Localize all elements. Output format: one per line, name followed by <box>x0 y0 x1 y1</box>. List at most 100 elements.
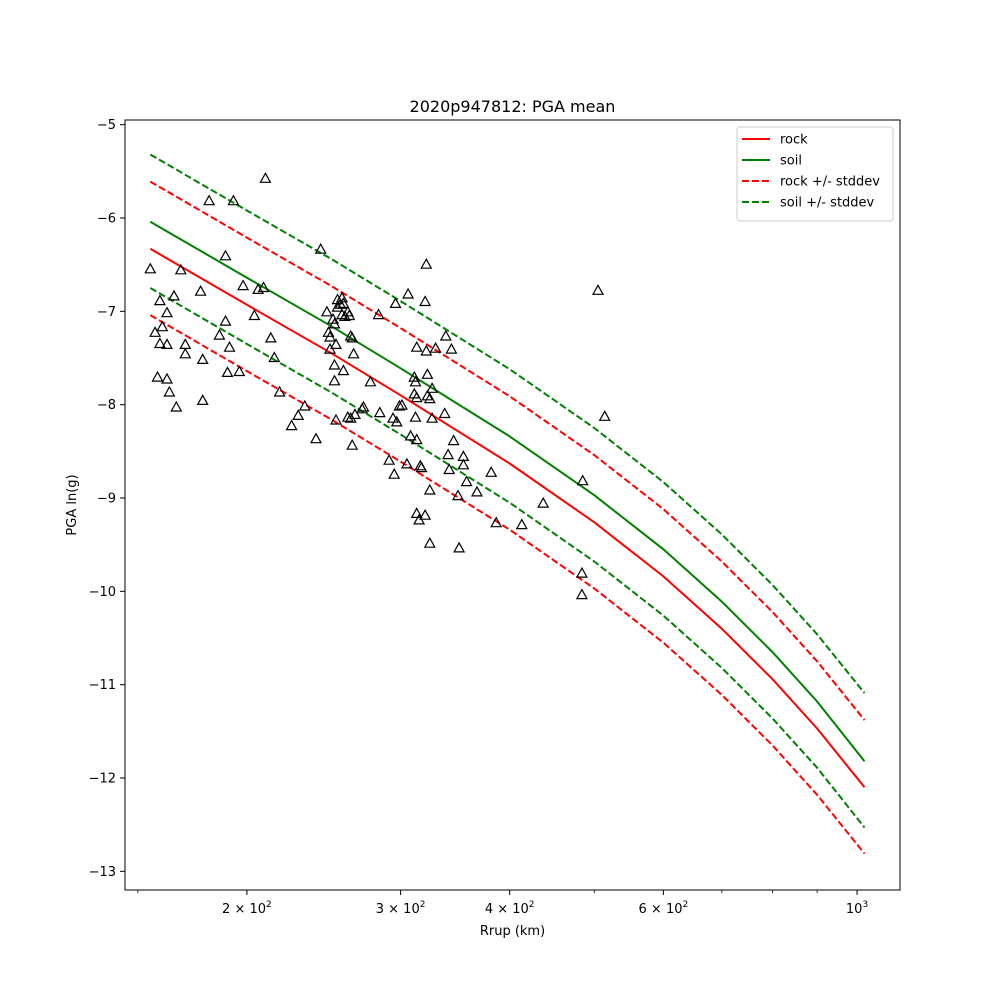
data-point <box>372 308 385 320</box>
data-point <box>426 411 439 423</box>
data-point <box>153 294 166 306</box>
chart-title: 2020p947812: PGA mean <box>410 97 616 116</box>
data-point <box>419 508 432 520</box>
data-point <box>149 326 162 337</box>
data-point <box>439 329 452 341</box>
legend-box <box>736 126 894 222</box>
data-point <box>348 408 362 419</box>
data-point <box>429 341 442 353</box>
data-point <box>167 289 181 301</box>
data-point <box>337 297 350 308</box>
data-point <box>402 287 415 299</box>
data-point <box>264 331 277 343</box>
y-tick-label: −8 <box>97 398 116 413</box>
data-point <box>410 433 423 445</box>
data-point <box>334 298 347 309</box>
y-tick-label: −9 <box>97 492 116 507</box>
data-point <box>389 297 402 308</box>
data-point <box>423 392 436 404</box>
data-point <box>443 463 456 475</box>
series-line-3-upper <box>149 153 866 694</box>
data-point <box>408 370 421 382</box>
data-point <box>421 368 434 379</box>
y-tick-label: −13 <box>89 865 116 880</box>
y-tick-label: −10 <box>89 585 116 600</box>
data-point <box>292 409 305 420</box>
data-point <box>328 374 341 386</box>
data-point <box>576 474 589 486</box>
data-point <box>410 340 423 352</box>
data-point <box>196 353 209 364</box>
data-point <box>174 263 187 275</box>
data-point <box>419 295 432 307</box>
data-point <box>328 317 341 329</box>
data-point <box>343 309 356 321</box>
y-tick-label: −7 <box>97 305 116 320</box>
y-tick-label: −11 <box>89 678 116 693</box>
data-point <box>298 399 311 411</box>
data-point <box>357 400 370 412</box>
data-point <box>451 489 465 501</box>
series-line-2-upper <box>149 180 866 721</box>
x-tick-label: 3 × 102 <box>376 900 426 917</box>
data-point <box>153 337 166 349</box>
legend-label: rock +/- stddev <box>780 175 880 190</box>
data-point <box>221 366 234 377</box>
data-point <box>227 194 240 206</box>
data-point <box>194 284 207 296</box>
x-axis: 2 × 102 3 × 102 4 × 102 6 × 102 103 <box>137 890 868 917</box>
data-point <box>335 308 349 320</box>
data-point <box>144 262 157 274</box>
data-point <box>490 516 503 528</box>
y-tick-label: −6 <box>97 212 116 227</box>
data-point <box>404 429 417 441</box>
legend-label: soil +/- stddev <box>780 196 875 211</box>
data-point <box>323 330 337 342</box>
data-point <box>346 331 359 343</box>
data-point <box>160 338 174 349</box>
plot-frame <box>124 119 901 891</box>
data-point <box>219 314 232 326</box>
data-point <box>223 340 236 352</box>
data-point <box>160 372 174 384</box>
data-point <box>423 483 436 495</box>
data-point <box>447 434 460 446</box>
data-point <box>515 518 528 530</box>
data-point <box>213 328 226 340</box>
data-point <box>453 541 466 553</box>
x-tick-label: 2 × 102 <box>222 900 272 917</box>
data-point <box>598 410 611 421</box>
data-point <box>273 385 286 397</box>
data-point <box>347 347 360 359</box>
data-point <box>410 507 423 519</box>
data-point <box>438 407 451 419</box>
data-point <box>400 457 413 469</box>
data-point <box>219 249 232 261</box>
legend-label: rock <box>780 133 808 148</box>
data-point <box>415 461 428 473</box>
data-point <box>237 279 250 291</box>
plot-area <box>144 153 866 855</box>
data-point <box>248 309 261 321</box>
data-point <box>420 257 433 269</box>
data-point <box>268 351 281 363</box>
data-point <box>470 485 484 497</box>
series-line-0 <box>149 247 866 788</box>
data-point <box>346 438 359 450</box>
data-point <box>285 419 298 431</box>
data-point <box>203 194 216 206</box>
data-point <box>395 398 408 410</box>
data-point <box>331 300 344 312</box>
data-point <box>410 391 423 403</box>
series-line-1 <box>149 220 866 762</box>
data-point <box>373 406 386 418</box>
y-axis-label: PGA ln(g) <box>65 474 80 535</box>
data-point <box>485 466 498 477</box>
data-point <box>320 305 333 317</box>
data-point <box>421 389 434 401</box>
data-point <box>457 458 470 470</box>
legend-label: soil <box>780 154 802 169</box>
data-point <box>364 375 377 387</box>
data-point <box>383 453 396 465</box>
